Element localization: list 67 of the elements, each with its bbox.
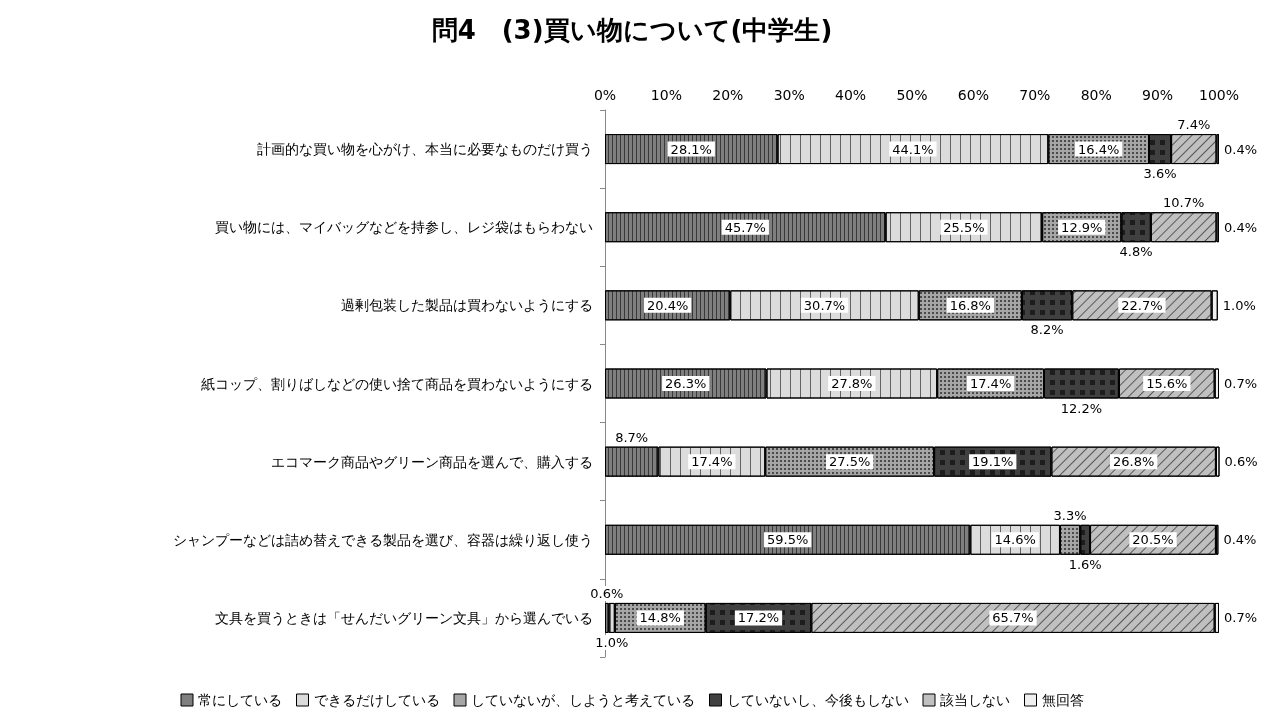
y-tick-label: 過剰包装した製品は買わないようにする	[341, 297, 593, 314]
x-tick-label: 0%	[593, 87, 617, 103]
y-tick-label: エコマーク商品やグリーン商品を選んで、購入する	[271, 453, 593, 470]
data-label: 12.2%	[1060, 400, 1103, 416]
x-tick-label: 50%	[896, 87, 928, 103]
y-tick-label: 計画的な買い物を心がけ、本当に必要なものだけ買う	[257, 141, 593, 158]
data-label: 28.1%	[670, 141, 712, 157]
data-label: 15.6%	[1146, 376, 1188, 391]
legend-label: 無回答	[1041, 692, 1084, 708]
data-label: 17.4%	[691, 454, 733, 470]
data-label: 25.5%	[943, 219, 985, 235]
data-label: 26.8%	[1113, 454, 1155, 470]
data-label: 59.5%	[767, 532, 809, 548]
data-label: 16.4%	[1078, 141, 1120, 157]
data-label: 8.2%	[1030, 322, 1064, 338]
x-tick-label: 90%	[1142, 87, 1174, 103]
data-label: 19.1%	[972, 454, 1014, 470]
data-label: 45.7%	[724, 219, 766, 235]
y-tick-label: 紙コップ、割りばしなどの使い捨て商品を買わないようにする	[201, 375, 593, 392]
y-tick-label: シャンプーなどは詰め替えできる製品を選び、容器は繰り返し使う	[173, 531, 593, 548]
data-label: 26.3%	[665, 376, 707, 391]
data-label: 0.6%	[590, 585, 624, 601]
data-label: 3.6%	[1143, 166, 1177, 182]
data-label: 17.2%	[737, 610, 780, 626]
data-label: 14.6%	[994, 532, 1036, 548]
y-tick-label: 文具を買うときは「せんだいグリーン文具」から選んでいる	[215, 609, 593, 626]
data-label: 27.5%	[829, 454, 871, 470]
data-label: 0.6%	[1224, 454, 1258, 470]
data-label: 65.7%	[992, 610, 1034, 626]
data-label: 27.8%	[831, 376, 873, 391]
x-tick-label: 20%	[712, 87, 744, 103]
legend-label: していないし、今後もしない	[726, 692, 909, 708]
data-label: 20.4%	[646, 297, 689, 313]
data-label: 1.6%	[1068, 556, 1102, 572]
data-label: 0.7%	[1224, 610, 1258, 626]
data-label: 7.4%	[1177, 117, 1211, 133]
data-label: 0.4%	[1224, 141, 1258, 157]
data-label: 12.9%	[1061, 219, 1103, 235]
x-tick-label: 10%	[650, 87, 682, 103]
legend-label: 該当しない	[940, 692, 1010, 708]
data-label: 16.8%	[949, 297, 991, 313]
x-tick-label: 60%	[957, 87, 989, 103]
data-label: 1.0%	[1222, 297, 1256, 313]
data-label: 3.3%	[1053, 507, 1087, 523]
x-tick-label: 40%	[835, 87, 867, 103]
data-label: 14.8%	[639, 610, 681, 626]
data-label: 20.5%	[1132, 532, 1174, 548]
x-tick-label: 80%	[1080, 87, 1112, 103]
chart-title: 問4 (3)買い物について(中学生)	[431, 15, 833, 45]
data-label: 0.7%	[1224, 376, 1258, 391]
legend-label: していないが、しようと考えている	[471, 692, 695, 708]
data-label: 0.4%	[1224, 219, 1258, 235]
x-tick-label: 30%	[773, 87, 805, 103]
data-label: 10.7%	[1163, 195, 1205, 211]
data-label: 44.1%	[892, 141, 934, 157]
legend-label: できるだけしている	[313, 692, 440, 708]
x-tick-label: 70%	[1019, 87, 1051, 103]
y-tick-label: 買い物には、マイバッグなどを持参し、レジ袋はもらわない	[215, 219, 593, 236]
legend-label: 常にしている	[198, 692, 282, 708]
data-label: 0.4%	[1223, 532, 1257, 548]
data-label: 8.7%	[615, 429, 649, 445]
data-label: 22.7%	[1121, 297, 1163, 313]
data-label: 17.4%	[969, 376, 1012, 391]
data-label: 30.7%	[803, 297, 846, 313]
data-label: 4.8%	[1119, 244, 1153, 260]
x-tick-label: 100%	[1198, 87, 1240, 103]
data-label: 1.0%	[595, 634, 629, 650]
